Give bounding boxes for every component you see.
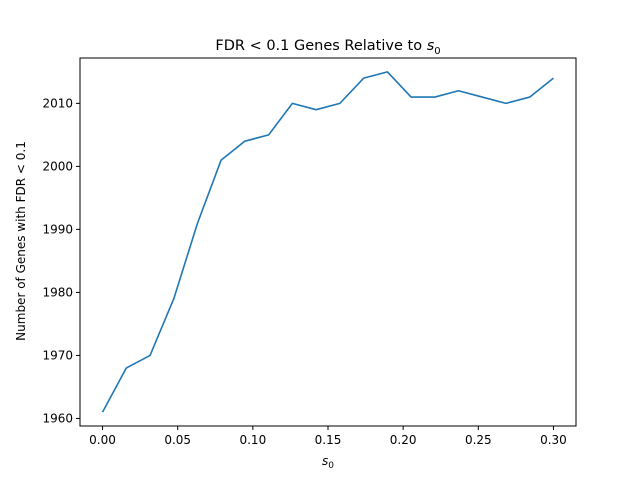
y-tick-label: 2010 bbox=[42, 96, 73, 110]
x-tick-label: 0.00 bbox=[89, 433, 116, 447]
y-tick-label: 1990 bbox=[42, 222, 73, 236]
x-axis-label: s0 bbox=[322, 454, 334, 471]
y-tick-label: 1970 bbox=[42, 348, 73, 362]
series-line-0 bbox=[101, 71, 554, 413]
x-tick-label: 0.30 bbox=[540, 433, 567, 447]
x-tick-label: 0.05 bbox=[164, 433, 191, 447]
x-tick-label: 0.15 bbox=[315, 433, 342, 447]
x-axis: 0.00 0.05 0.10 0.15 0.20 0.25 0.30 bbox=[89, 426, 567, 447]
y-tick-label: 1960 bbox=[42, 411, 73, 425]
y-tick-label: 1980 bbox=[42, 285, 73, 299]
x-axis-label-text: s bbox=[322, 454, 328, 468]
chart-title-text: FDR < 0.1 Genes Relative to bbox=[215, 38, 426, 54]
x-tick-label: 0.10 bbox=[239, 433, 266, 447]
chart-title: FDR < 0.1 Genes Relative to s0 bbox=[215, 38, 440, 57]
y-axis: 1960 1970 1980 1990 2000 2010 bbox=[42, 96, 80, 425]
plot-frame bbox=[79, 57, 577, 427]
x-tick-label: 0.25 bbox=[465, 433, 492, 447]
chart-title-math-sub: 0 bbox=[434, 46, 440, 57]
series-layer bbox=[101, 71, 554, 413]
x-axis-label-sub: 0 bbox=[328, 461, 334, 471]
x-tick-label: 0.20 bbox=[390, 433, 417, 447]
y-tick-label: 2000 bbox=[42, 159, 73, 173]
y-axis-label: Number of Genes with FDR < 0.1 bbox=[14, 141, 28, 341]
chart-title-math: s bbox=[427, 38, 435, 54]
